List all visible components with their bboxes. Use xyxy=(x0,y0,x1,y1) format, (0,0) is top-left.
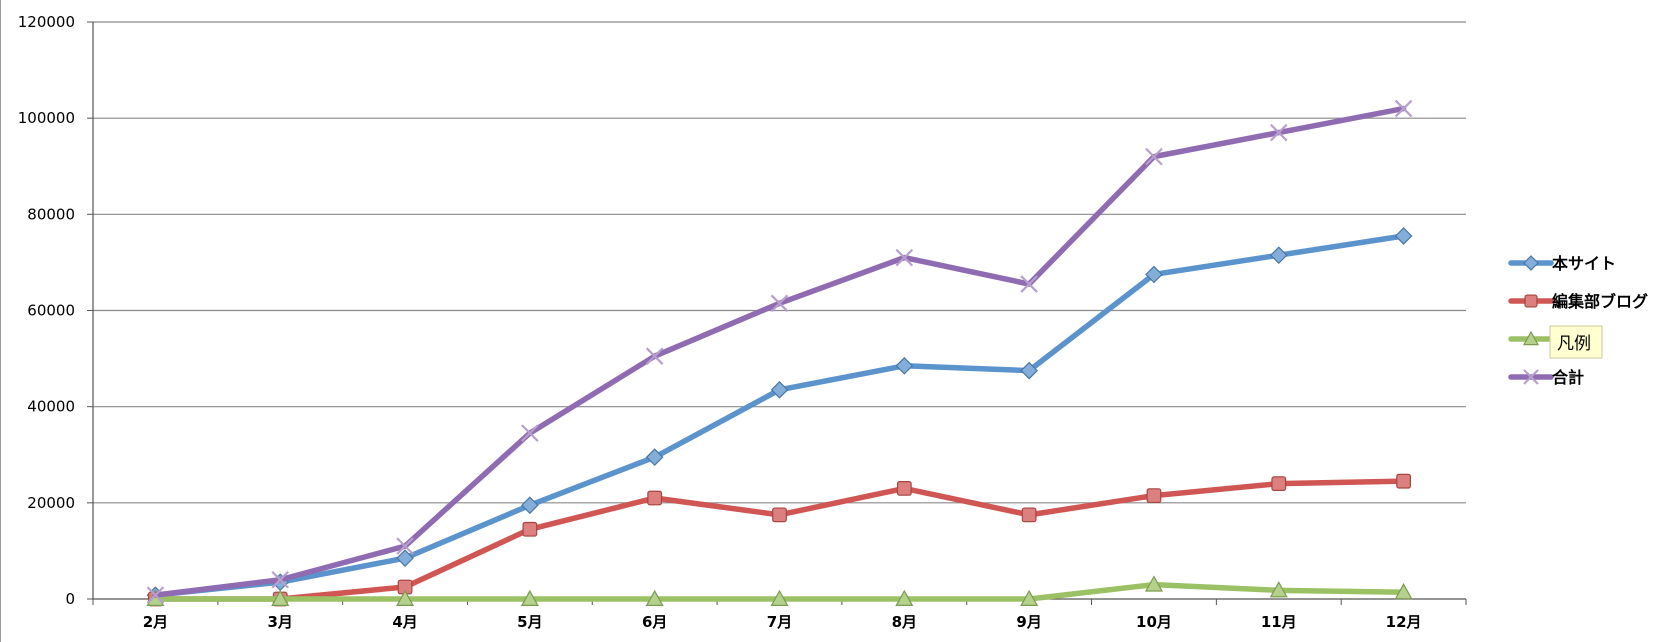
x-tick-label: 10月 xyxy=(1136,613,1172,631)
marker-stroke xyxy=(396,537,414,555)
data-point xyxy=(1145,265,1163,284)
data-point xyxy=(1271,476,1287,491)
data-point xyxy=(895,589,914,607)
series-group xyxy=(146,99,1413,607)
x-axis-ticks: 2月 3月 4月 5月 6月 7月 8月 9月 10月 11月 12月 xyxy=(92,599,1467,631)
x-tick-label: 5月 xyxy=(517,613,542,631)
x-tick-label: 8月 xyxy=(892,613,917,631)
legend-label: 合計 xyxy=(1552,368,1584,387)
data-point xyxy=(770,294,789,313)
y-tick-label: 0 xyxy=(65,590,75,608)
series-4 xyxy=(146,99,1413,604)
marker-stroke xyxy=(645,347,664,365)
data-point xyxy=(1269,581,1288,598)
data-point xyxy=(895,356,914,375)
data-point xyxy=(645,448,664,467)
data-point xyxy=(521,496,539,515)
x-tick-label: 3月 xyxy=(268,613,293,631)
series-line xyxy=(152,233,1407,598)
legend-swatch-marker xyxy=(1522,330,1540,346)
legend-item-1[interactable]: 本サイト xyxy=(1508,254,1616,273)
data-point xyxy=(396,589,415,607)
data-point xyxy=(770,589,789,607)
data-point xyxy=(520,589,539,607)
data-point xyxy=(1394,227,1413,245)
legend-tooltip: 凡例 xyxy=(1549,325,1603,359)
x-tick-label: 7月 xyxy=(767,613,792,631)
x-tick-label: 2月 xyxy=(143,613,168,631)
data-point xyxy=(271,589,290,607)
data-point xyxy=(1021,507,1037,523)
legend-swatch-marker xyxy=(1524,294,1538,308)
series-line xyxy=(152,478,1407,602)
x-tick-label: 12月 xyxy=(1386,613,1422,631)
y-tick-label: 120000 xyxy=(18,13,75,31)
y-tick-label: 80000 xyxy=(27,205,75,223)
legend-swatch-marker xyxy=(1523,255,1539,271)
data-point xyxy=(645,347,664,365)
y-tick-label: 20000 xyxy=(27,494,75,512)
data-point xyxy=(1145,147,1163,166)
data-point xyxy=(1144,575,1163,592)
data-point xyxy=(396,549,414,567)
data-point xyxy=(522,521,538,537)
y-tick-label: 60000 xyxy=(27,302,75,320)
data-point xyxy=(396,537,414,555)
legend-item-4[interactable]: 合計 xyxy=(1508,368,1584,387)
x-tick-label: 11月 xyxy=(1261,613,1297,631)
marker-stroke xyxy=(1020,275,1038,293)
data-point xyxy=(896,481,912,496)
legend-label: 本サイト xyxy=(1552,254,1616,273)
y-tick-label: 40000 xyxy=(27,398,75,416)
data-point xyxy=(647,490,663,506)
data-point xyxy=(1020,589,1039,607)
data-point xyxy=(1146,488,1162,504)
data-point xyxy=(772,507,787,523)
data-point xyxy=(1396,473,1411,489)
marker-stroke xyxy=(521,424,539,442)
legend-label: 編集部ブログ xyxy=(1552,292,1648,311)
marker-stroke xyxy=(895,248,914,267)
marker-stroke xyxy=(770,294,789,313)
data-point xyxy=(1269,123,1288,142)
series-3 xyxy=(146,575,1413,607)
x-tick-label: 9月 xyxy=(1016,613,1041,631)
y-axis-ticks: 0 20000 40000 60000 80000 100000 120000 xyxy=(18,13,93,608)
series-1 xyxy=(146,227,1413,605)
data-point xyxy=(521,424,539,442)
marker-stroke xyxy=(1145,147,1163,166)
data-point xyxy=(1394,583,1413,600)
tooltip-box xyxy=(1549,325,1603,359)
legend-swatch-marker xyxy=(1523,369,1539,385)
x-tick-label: 4月 xyxy=(392,613,417,631)
marker-stroke xyxy=(146,586,165,604)
data-point xyxy=(895,248,914,267)
data-point xyxy=(1394,99,1413,118)
x-tick-label: 6月 xyxy=(642,613,667,631)
marker-stroke xyxy=(271,570,290,589)
data-point xyxy=(1020,275,1038,293)
legend-item-2[interactable]: 編集部ブログ xyxy=(1508,292,1648,311)
legend[interactable]: 本サイト編集部ブログL合計 xyxy=(1508,254,1648,387)
gridlines xyxy=(93,21,1466,504)
y-tick-label: 100000 xyxy=(18,109,75,127)
tooltip-label: 凡例 xyxy=(1557,334,1591,354)
data-point xyxy=(770,380,789,399)
data-point xyxy=(271,570,290,589)
data-point xyxy=(645,589,664,607)
data-point xyxy=(1269,246,1288,265)
marker-stroke xyxy=(1523,369,1539,385)
data-point xyxy=(146,586,165,604)
marker-stroke xyxy=(1394,99,1413,118)
data-point xyxy=(1020,361,1038,380)
marker-stroke xyxy=(1269,123,1288,142)
